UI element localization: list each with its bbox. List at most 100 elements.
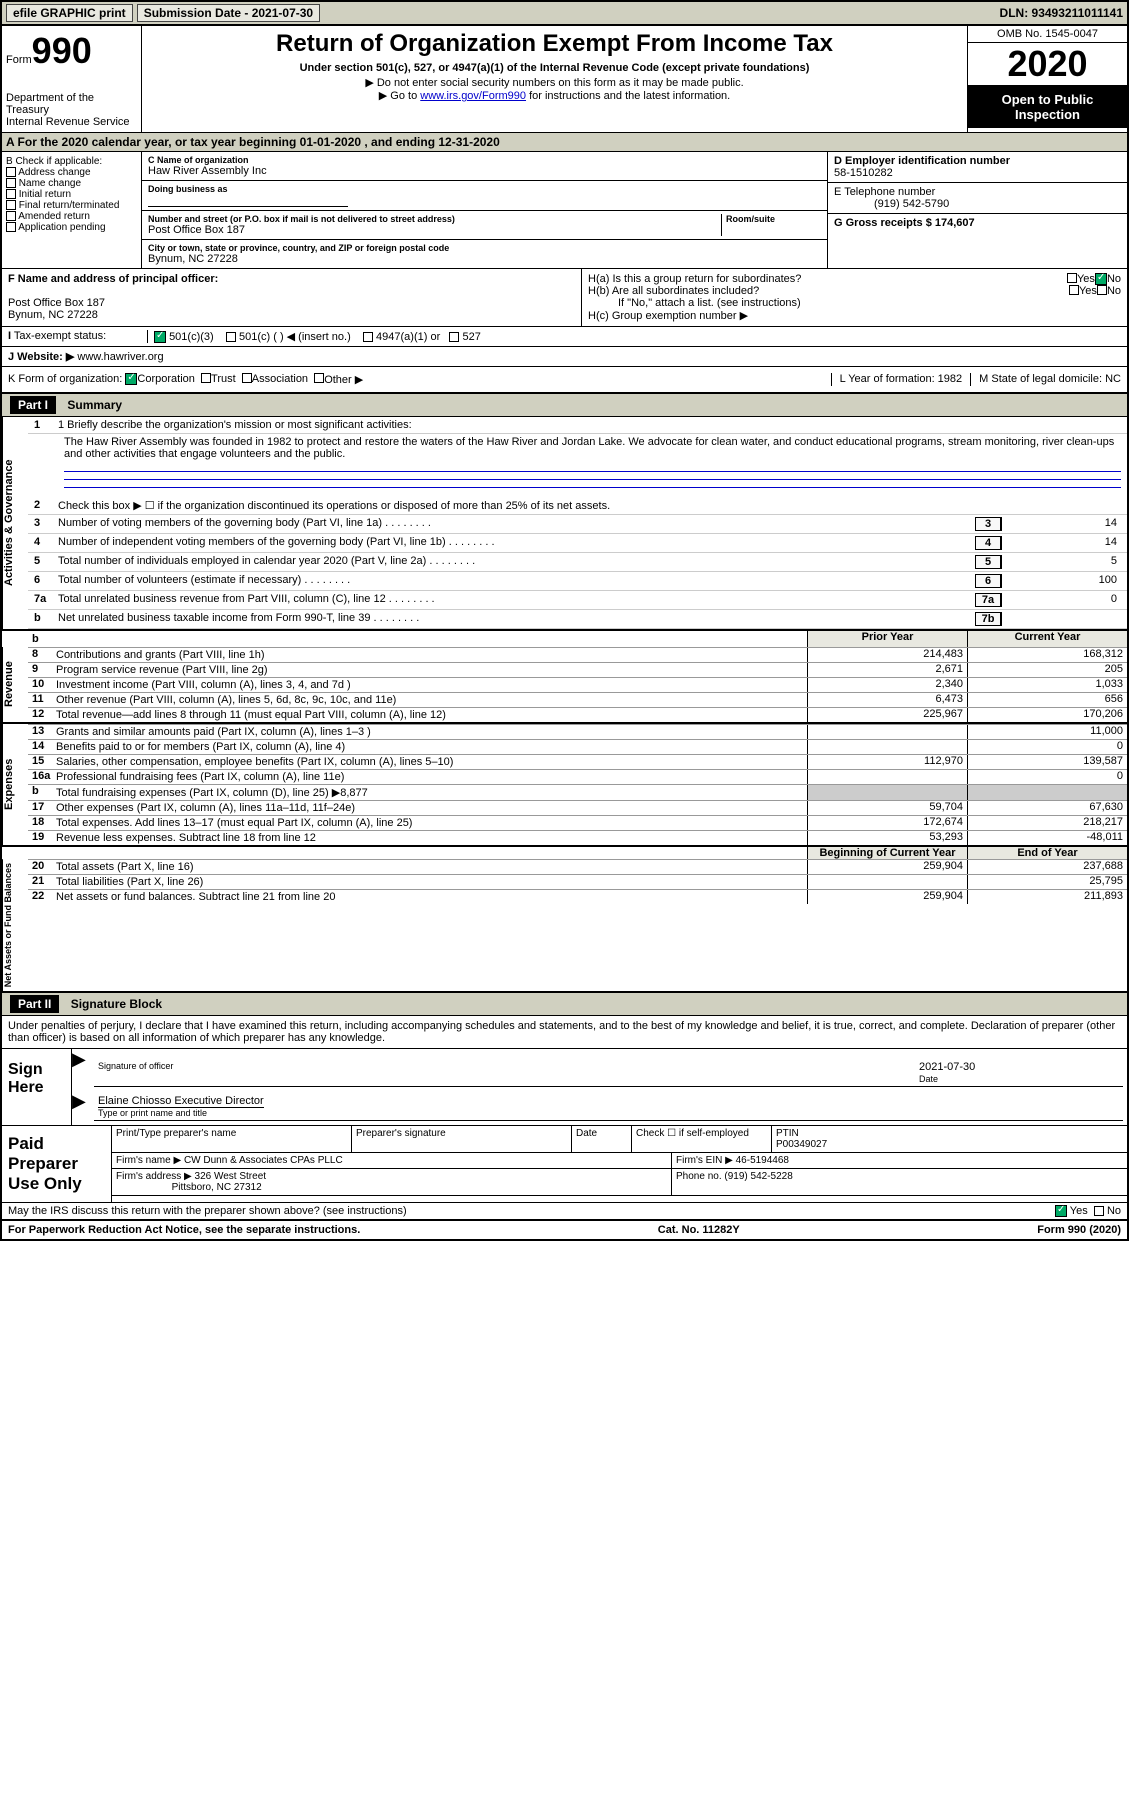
header-mid: Return of Organization Exempt From Incom… bbox=[142, 26, 967, 132]
form-ref: Form 990 (2020) bbox=[1037, 1224, 1121, 1236]
line-12: 12Total revenue—add lines 8 through 11 (… bbox=[28, 707, 1127, 722]
gross-receipts: G Gross receipts $ 174,607 bbox=[834, 217, 975, 229]
activities-governance: Activities & Governance 11 Briefly descr… bbox=[2, 417, 1127, 629]
sig-officer-label: Signature of officer bbox=[98, 1061, 919, 1071]
m-state: M State of legal domicile: NC bbox=[970, 373, 1121, 386]
part1-header: Part I Summary bbox=[2, 394, 1127, 417]
ha-no[interactable] bbox=[1095, 273, 1107, 285]
ha-yes[interactable] bbox=[1067, 273, 1077, 283]
line-b: bNet unrelated business taxable income f… bbox=[28, 610, 1127, 629]
line-3: 3Number of voting members of the governi… bbox=[28, 515, 1127, 534]
line-15: 15Salaries, other compensation, employee… bbox=[28, 754, 1127, 769]
period-text: A For the 2020 calendar year, or tax yea… bbox=[6, 135, 500, 149]
firm-addr2: Pittsboro, NC 27312 bbox=[172, 1182, 262, 1193]
part1-title: Summary bbox=[67, 398, 122, 412]
chk-501c[interactable] bbox=[226, 332, 236, 342]
note2-suffix: for instructions and the latest informat… bbox=[526, 90, 730, 102]
line-6: 6Total number of volunteers (estimate if… bbox=[28, 572, 1127, 591]
line-14: 14Benefits paid to or for members (Part … bbox=[28, 739, 1127, 754]
box-b: B Check if applicable: Address change Na… bbox=[2, 152, 142, 268]
ein-value: 58-1510282 bbox=[834, 167, 893, 179]
form-990-page: efile GRAPHIC print Submission Date - 20… bbox=[0, 0, 1129, 1241]
part2-title: Signature Block bbox=[71, 997, 162, 1011]
line2: Check this box ▶ ☐ if the organization d… bbox=[58, 499, 1121, 512]
prep-sig-label: Preparer's signature bbox=[352, 1126, 572, 1152]
header-right: OMB No. 1545-0047 2020 Open to Public In… bbox=[967, 26, 1127, 132]
org-name: Haw River Assembly Inc bbox=[148, 165, 821, 177]
header-left: Form990 Department of the Treasury Inter… bbox=[2, 26, 142, 132]
part1-badge: Part I bbox=[10, 396, 56, 414]
row-fh: F Name and address of principal officer:… bbox=[2, 269, 1127, 327]
phone-value: (919) 542-5790 bbox=[834, 198, 949, 210]
line-b: bTotal fundraising expenses (Part IX, co… bbox=[28, 784, 1127, 800]
row-klm: K Form of organization: Corporation Trus… bbox=[2, 367, 1127, 394]
line-13: 13Grants and similar amounts paid (Part … bbox=[28, 724, 1127, 739]
officer-addr2: Bynum, NC 27228 bbox=[8, 309, 98, 321]
chk-name[interactable]: Name change bbox=[6, 178, 137, 189]
firm-ein: 46-5194468 bbox=[736, 1155, 789, 1166]
note-ssn: ▶ Do not enter social security numbers o… bbox=[146, 76, 963, 89]
chk-initial[interactable]: Initial return bbox=[6, 189, 137, 200]
chk-amended[interactable]: Amended return bbox=[6, 211, 137, 222]
city-label: City or town, state or province, country… bbox=[148, 243, 821, 253]
mission-ruled-lines bbox=[28, 462, 1127, 497]
revenue-section: Revenue 8Contributions and grants (Part … bbox=[2, 647, 1127, 722]
chk-501c3[interactable] bbox=[154, 331, 166, 343]
expenses-section: Expenses 13Grants and similar amounts pa… bbox=[2, 722, 1127, 845]
form-title: Return of Organization Exempt From Incom… bbox=[146, 30, 963, 58]
website-label: J Website: ▶ bbox=[8, 351, 74, 363]
hb-yes[interactable] bbox=[1069, 285, 1079, 295]
perjury-text: Under penalties of perjury, I declare th… bbox=[2, 1016, 1127, 1048]
current-year-hdr: Current Year bbox=[967, 631, 1127, 647]
irs-link[interactable]: www.irs.gov/Form990 bbox=[420, 90, 526, 102]
sign-arrow-icon: ▶▶ bbox=[72, 1049, 90, 1125]
py-cy-header: b Prior Year Current Year bbox=[2, 629, 1127, 647]
city-value: Bynum, NC 27228 bbox=[148, 253, 821, 265]
submission-date-button[interactable]: Submission Date - 2021-07-30 bbox=[137, 4, 320, 22]
chk-assoc[interactable] bbox=[242, 373, 252, 383]
sign-here-label: Sign Here bbox=[2, 1049, 72, 1125]
paid-preparer-label: Paid Preparer Use Only bbox=[2, 1126, 112, 1202]
firm-name: CW Dunn & Associates CPAs PLLC bbox=[184, 1155, 343, 1166]
tax-status-label: Tax-exempt status: bbox=[14, 330, 106, 342]
part2-badge: Part II bbox=[10, 995, 59, 1013]
chk-corp[interactable] bbox=[125, 373, 137, 385]
chk-trust[interactable] bbox=[201, 373, 211, 383]
box-b-label: B Check if applicable: bbox=[6, 156, 137, 167]
line-16a: 16aProfessional fundraising fees (Part I… bbox=[28, 769, 1127, 784]
addr-label: Number and street (or P.O. box if mail i… bbox=[148, 214, 721, 224]
part2-header: Part II Signature Block bbox=[2, 991, 1127, 1016]
chk-final[interactable]: Final return/terminated bbox=[6, 200, 137, 211]
page-footer: For Paperwork Reduction Act Notice, see … bbox=[2, 1219, 1127, 1239]
pra-notice: For Paperwork Reduction Act Notice, see … bbox=[8, 1224, 360, 1236]
sig-date: 2021-07-30 bbox=[919, 1061, 975, 1073]
note-link: ▶ Go to www.irs.gov/Form990 for instruct… bbox=[146, 89, 963, 102]
discuss-yes[interactable] bbox=[1055, 1205, 1067, 1217]
discuss-text: May the IRS discuss this return with the… bbox=[8, 1205, 407, 1217]
begin-year-hdr: Beginning of Current Year bbox=[807, 847, 967, 859]
officer-addr1: Post Office Box 187 bbox=[8, 297, 105, 309]
form-label: Form bbox=[6, 54, 32, 66]
hb-no[interactable] bbox=[1097, 285, 1107, 295]
prep-name-label: Print/Type preparer's name bbox=[112, 1126, 352, 1152]
k-label: K Form of organization: bbox=[8, 373, 122, 386]
chk-other[interactable] bbox=[314, 373, 324, 383]
row-j: J Website: ▶ www.hawriver.org bbox=[2, 347, 1127, 367]
blank-b: b bbox=[26, 631, 807, 647]
chk-4947[interactable] bbox=[363, 332, 373, 342]
l-year: L Year of formation: 1982 bbox=[831, 373, 963, 386]
line-17: 17Other expenses (Part IX, column (A), l… bbox=[28, 800, 1127, 815]
officer-name-title: Elaine Chiosso Executive Director bbox=[98, 1095, 264, 1108]
mission-text: The Haw River Assembly was founded in 19… bbox=[28, 434, 1127, 462]
hb-note: If "No," attach a list. (see instruction… bbox=[588, 297, 1121, 309]
chk-pending[interactable]: Application pending bbox=[6, 222, 137, 233]
box-c: C Name of organization Haw River Assembl… bbox=[142, 152, 827, 268]
ptin-value: P00349027 bbox=[776, 1139, 827, 1150]
chk-address[interactable]: Address change bbox=[6, 167, 137, 178]
discuss-no[interactable] bbox=[1094, 1206, 1104, 1216]
ein-label: D Employer identification number bbox=[834, 155, 1010, 167]
line-9: 9Program service revenue (Part VIII, lin… bbox=[28, 662, 1127, 677]
end-year-hdr: End of Year bbox=[967, 847, 1127, 859]
chk-527[interactable] bbox=[449, 332, 459, 342]
efile-print-button[interactable]: efile GRAPHIC print bbox=[6, 4, 133, 22]
